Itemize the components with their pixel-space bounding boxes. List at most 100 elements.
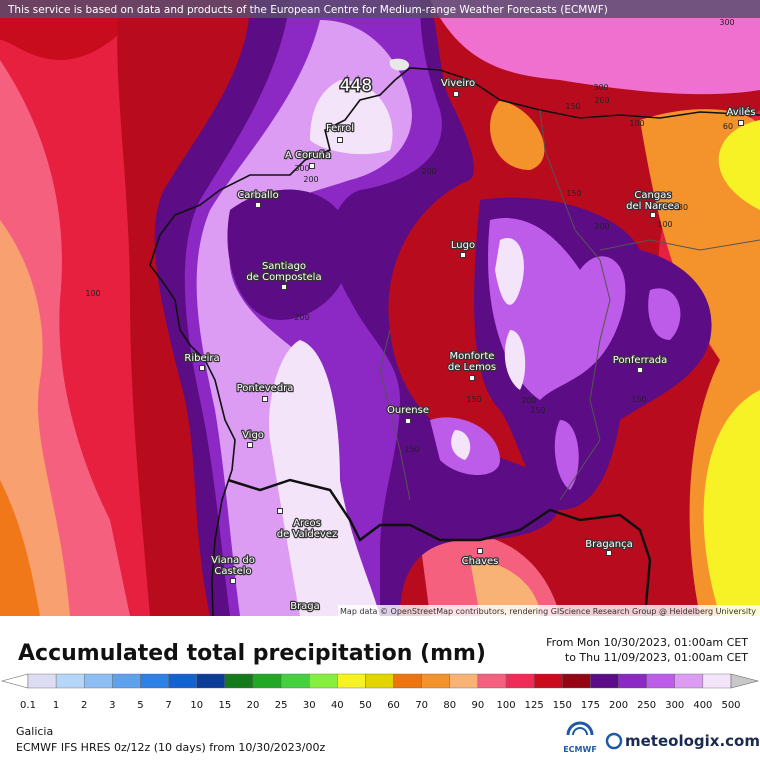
legend-swatch: [112, 673, 141, 689]
legend-swatch: [140, 673, 169, 689]
city-label: de Valdevez: [277, 529, 337, 540]
legend-label: 175: [581, 700, 600, 711]
contour-label: 100: [85, 289, 100, 298]
legend-label: 250: [637, 700, 656, 711]
city-label: del Narcea: [626, 201, 680, 212]
legend-label: 150: [553, 700, 572, 711]
city-dot: [453, 91, 459, 97]
city-dot: [199, 365, 205, 371]
city-label: Lugo: [451, 240, 475, 251]
city-label: Ourense: [387, 405, 429, 416]
legend-swatch: [224, 673, 254, 689]
meteologix-text: meteologix.com: [625, 732, 760, 750]
city-dot: [650, 212, 656, 218]
banner: This service is based on data and produc…: [7, 4, 608, 16]
contour-label: 300: [719, 18, 734, 27]
city-dot: [637, 367, 643, 373]
max-label: 448: [340, 76, 372, 96]
legend-swatch: [618, 673, 647, 689]
city-label: de Compostela: [246, 272, 321, 283]
contour-label: 150: [566, 189, 581, 198]
model: ECMWF IFS HRES 0z/12z (10 days) from 10/…: [16, 741, 326, 754]
city-label: A Coruña: [285, 150, 331, 161]
legend-swatch: [168, 673, 197, 689]
contour-label: 200: [594, 222, 609, 231]
city-label: Santiago: [262, 261, 306, 272]
legend-label: 90: [472, 700, 485, 711]
contour-label: 200: [303, 175, 318, 184]
contour-label: 150: [404, 445, 419, 454]
city-label: Monforte: [450, 351, 495, 362]
legend-swatch: [702, 673, 732, 689]
legend-swatch: [27, 673, 57, 689]
legend-label: 30: [303, 700, 316, 711]
city-label: de Lemos: [448, 362, 496, 373]
legend-swatch: [449, 673, 479, 689]
city-label: Vigo: [242, 430, 264, 441]
legend-swatch: [477, 673, 507, 689]
legend-swatch: [533, 673, 563, 689]
legend-swatch: [365, 673, 394, 689]
city-dot: [469, 375, 475, 381]
city-dot: [337, 137, 343, 143]
city-dot: [230, 578, 236, 584]
legend-label: 50: [359, 700, 372, 711]
contour-label: 150: [565, 102, 580, 111]
legend-swatch: [562, 673, 591, 689]
legend-swatch: [337, 673, 366, 689]
city-dot: [738, 120, 744, 126]
legend-label: 200: [609, 700, 628, 711]
legend-swatch: [393, 673, 422, 689]
ecmwf-text: ECMWF: [563, 745, 597, 754]
city-label: Bragança: [585, 539, 633, 550]
legend-label: 2: [81, 700, 87, 711]
attribution: Map data © OpenStreetMap contributors, r…: [340, 607, 756, 616]
region: Galicia: [16, 725, 53, 738]
city-label: Avilés: [726, 106, 755, 118]
city-label: Ribeira: [184, 353, 219, 364]
city-label: Carballo: [237, 190, 278, 201]
legend-label: 500: [721, 700, 740, 711]
contour-label: 300: [593, 83, 608, 92]
city-label: Viana do: [211, 555, 255, 566]
contour-label: 150: [530, 406, 545, 415]
legend-label: 300: [665, 700, 684, 711]
legend-label: 10: [190, 700, 203, 711]
legend: 0.1 1 2 3 5 7 10 15 20 25 30 40 50 60 70 80 90 100 125 150 1…: [0, 673, 760, 711]
legend-swatch: [421, 673, 450, 689]
legend-label: 40: [331, 700, 344, 711]
ecmwf-logo: ECMWF: [563, 721, 597, 754]
legend-swatch: [280, 673, 310, 689]
city-dot: [281, 284, 287, 290]
contour-label: 200: [294, 313, 309, 322]
city-dot: [247, 442, 253, 448]
legend-swatch: [674, 673, 704, 689]
legend-label: 20: [247, 700, 260, 711]
city-dot: [460, 252, 466, 258]
period-to: to Thu 11/09/2023, 01:00am CET: [565, 651, 748, 664]
city-dot: [277, 508, 283, 514]
contour-label: 80: [678, 203, 688, 212]
city-label: Pontevedra: [237, 383, 294, 394]
legend-label: 1: [53, 700, 59, 711]
contour-label: 150: [631, 395, 646, 404]
city-label: Ferrol: [326, 123, 354, 134]
city-dot: [262, 396, 268, 402]
contour-label: 200: [521, 396, 536, 405]
legend-swatch: [309, 673, 338, 689]
legend-label: 100: [496, 700, 515, 711]
period-from: From Mon 10/30/2023, 01:00am CET: [546, 636, 748, 649]
city-label: Cangas: [634, 190, 671, 201]
city-label: Castelo: [214, 566, 251, 577]
legend-label: 125: [525, 700, 544, 711]
contour-label: 200: [421, 167, 436, 176]
city-label: Ponferrada: [613, 355, 667, 366]
legend-label: 25: [275, 700, 288, 711]
legend-label: 7: [165, 700, 171, 711]
legend-label: 3: [109, 700, 115, 711]
legend-swatch: [646, 673, 675, 689]
city-label: Chaves: [462, 556, 499, 567]
